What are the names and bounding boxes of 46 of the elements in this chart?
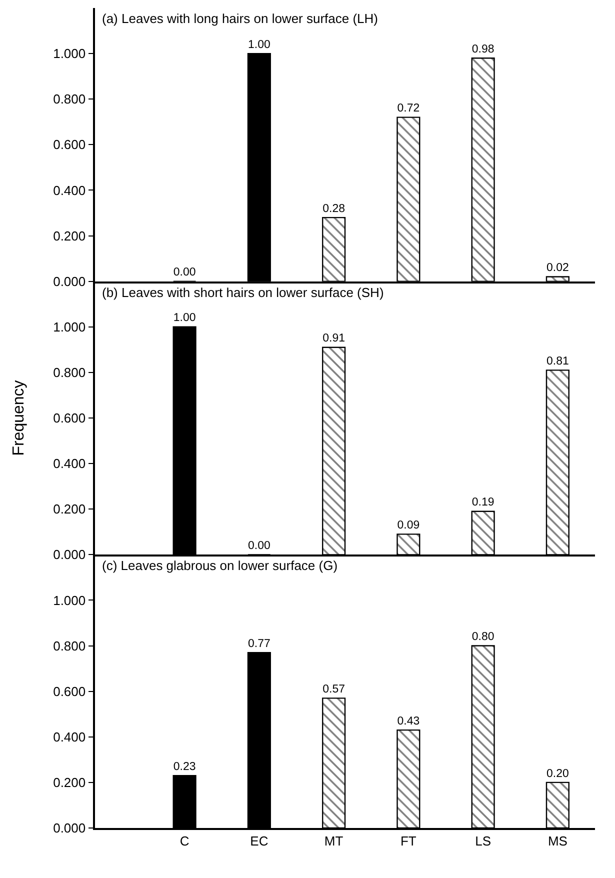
y-tick-label: 0.000 xyxy=(53,820,86,836)
y-tick-label: 0.200 xyxy=(53,502,86,517)
y-tick-label: 0.800 xyxy=(53,364,86,380)
y-tick-label: 1.000 xyxy=(53,592,86,608)
chart-title: (b) Leaves with short hairs on lower surface (SH) xyxy=(102,285,384,300)
data-label: 1.00 xyxy=(248,38,270,51)
y-tick-label: 0.400 xyxy=(53,729,86,744)
x-tick-label: EC xyxy=(250,833,268,848)
data-label: 0.98 xyxy=(472,43,494,56)
y-tick-label: 0.200 xyxy=(53,774,86,790)
x-tick-label: LS xyxy=(475,833,492,848)
data-label: 0.23 xyxy=(173,760,196,773)
x-tick-label: MT xyxy=(324,833,344,848)
x-tick-label: C xyxy=(180,833,190,848)
x-tick-label: MS xyxy=(548,833,568,848)
y-tick-label: 0.800 xyxy=(53,92,86,107)
data-label: 1.00 xyxy=(173,312,196,324)
y-tick-label: 1.000 xyxy=(53,46,86,62)
data-label: 0.20 xyxy=(546,768,569,780)
y-tick-label: 0.000 xyxy=(53,547,86,562)
data-label: 0.19 xyxy=(472,496,494,509)
data-label: 0.57 xyxy=(322,684,345,696)
y-tick-label: 0.600 xyxy=(53,137,86,152)
data-label: 0.43 xyxy=(397,715,420,728)
data-label: 0.00 xyxy=(248,540,270,552)
y-tick-label: 0.800 xyxy=(53,638,86,654)
y-tick-label: 0.000 xyxy=(53,274,86,289)
data-label: 0.91 xyxy=(322,332,345,345)
chart-title: (a) Leaves with long hairs on lower surface (LH) xyxy=(102,11,378,26)
data-label: 0.77 xyxy=(248,638,270,650)
chart-title: (c) Leaves glabrous on lower surface (G) xyxy=(102,558,338,573)
y-axis-title: Frequency xyxy=(10,380,28,456)
data-label: 0.02 xyxy=(546,262,569,274)
y-tick-label: 0.600 xyxy=(53,410,86,426)
y-tick-label: 0.400 xyxy=(53,456,86,472)
y-tick-label: 0.600 xyxy=(53,684,86,699)
data-label: 0.28 xyxy=(322,202,345,215)
y-tick-label: 0.200 xyxy=(53,228,86,244)
x-tick-label: FT xyxy=(400,833,416,848)
data-label: 0.09 xyxy=(397,520,420,532)
data-label: 0.81 xyxy=(546,356,569,368)
y-tick-label: 0.400 xyxy=(53,182,86,198)
data-label: 0.72 xyxy=(397,102,420,115)
data-label: 0.00 xyxy=(173,266,196,279)
data-label: 0.80 xyxy=(472,631,494,644)
y-tick-label: 1.000 xyxy=(53,319,86,334)
